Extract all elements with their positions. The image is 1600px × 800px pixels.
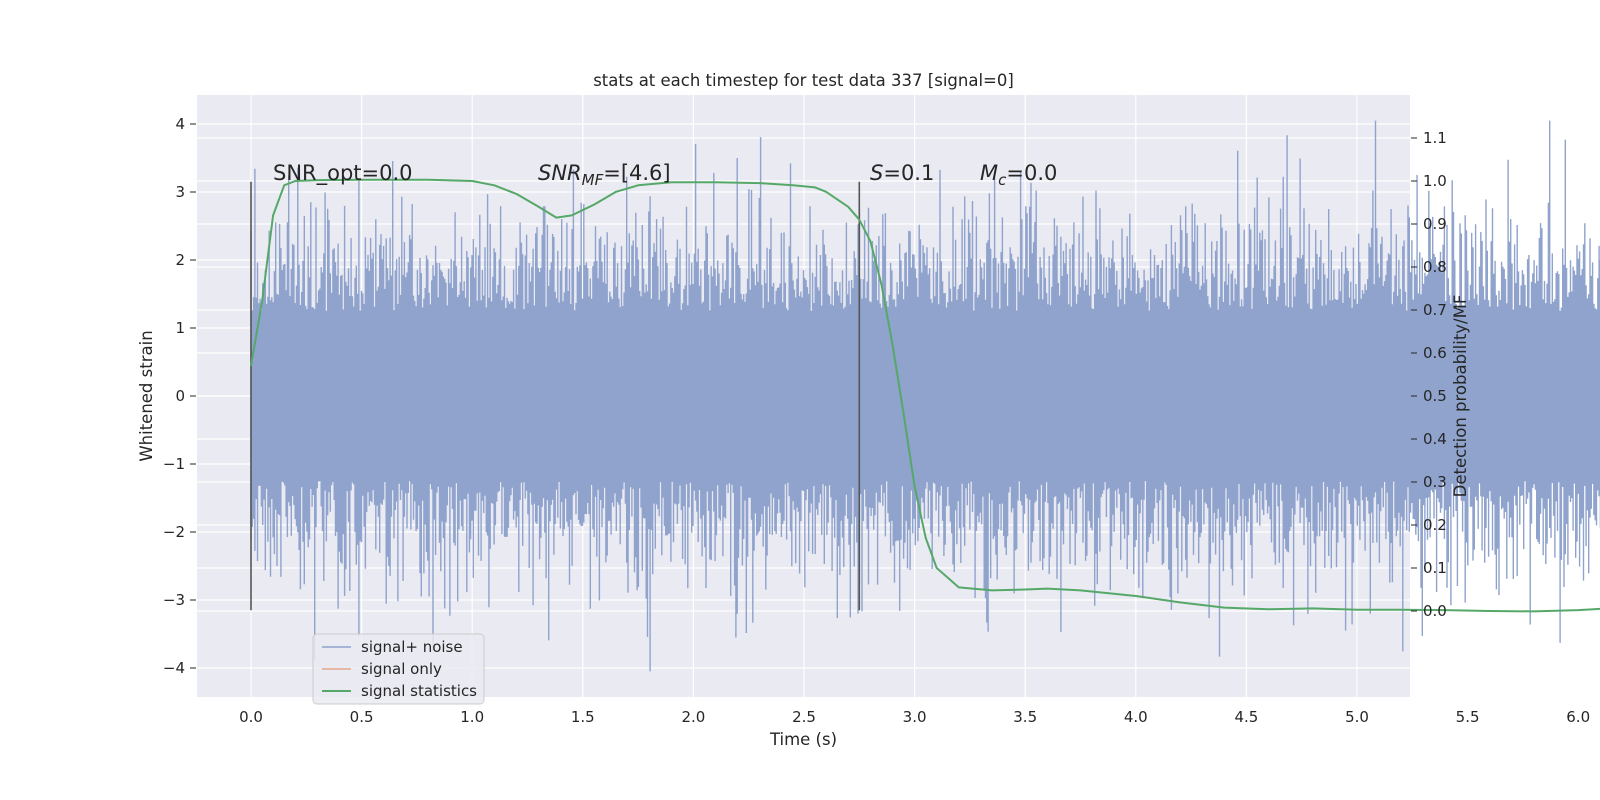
x-tick-label: 1.0 [460, 708, 484, 726]
snr-opt-annotation: SNR_opt=0.0 [273, 161, 413, 186]
y-right-tick-label: 0.1 [1423, 559, 1447, 577]
x-tick-label: 5.0 [1345, 708, 1369, 726]
x-tick-label: 2.0 [681, 708, 705, 726]
s-value: =0.1 [883, 161, 934, 185]
y-right-tick-label: 1.1 [1423, 129, 1447, 147]
chart-title: stats at each timestep for test data 337… [593, 71, 1014, 90]
y-tick-label: 2 [175, 251, 185, 269]
y-tick-label: 0 [175, 387, 185, 405]
x-tick-label: 5.5 [1456, 708, 1480, 726]
legend-label-signal-only: signal only [361, 660, 442, 678]
snr-mf-value: =[4.6] [603, 161, 670, 185]
y-tick-label: −3 [163, 591, 185, 609]
x-tick-label: 4.0 [1124, 708, 1148, 726]
mc-symbol: M [980, 161, 998, 185]
y-right-axis-title: Detection probability/MF [1451, 295, 1470, 498]
x-tick-label: 3.5 [1013, 708, 1037, 726]
y-tick-label: −4 [163, 659, 185, 677]
y-right-tick-label: 0.8 [1423, 258, 1447, 276]
y-right-tick-label: 0.0 [1423, 602, 1447, 620]
y-right-tick-label: 0.6 [1423, 344, 1447, 362]
y-axis-title: Whitened strain [137, 330, 156, 461]
mc-annotation: Mc=0.0 [980, 161, 1057, 189]
y-right-tick-label: 0.9 [1423, 215, 1447, 233]
y-tick-label: 4 [175, 115, 185, 133]
x-tick-label: 2.5 [792, 708, 816, 726]
y-tick-label: 3 [175, 183, 185, 201]
mc-subscript: c [998, 171, 1007, 189]
legend: signal+ noise signal only signal statist… [312, 633, 485, 705]
signal-statistics-series [250, 178, 1600, 613]
snr-mf-annotation: SNRMF=[4.6] [538, 161, 671, 189]
x-tick-label: 0.5 [350, 708, 374, 726]
y-right-tick-label: 1.0 [1423, 172, 1447, 190]
y-tick-label: −1 [163, 455, 185, 473]
snr-mf-symbol: SNR [538, 161, 582, 185]
y-right-tick-label: 0.3 [1423, 473, 1447, 491]
mc-value: =0.0 [1006, 161, 1057, 185]
signal-statistics-line [250, 178, 1600, 613]
y-right-tick-label: 0.2 [1423, 516, 1447, 534]
y-right-tick-label: 0.5 [1423, 387, 1447, 405]
s-symbol: S [870, 161, 883, 185]
x-tick-label: 0.0 [239, 708, 263, 726]
legend-box [312, 633, 485, 705]
y-tick-label: −2 [163, 523, 185, 541]
y-tick-label: 1 [175, 319, 185, 337]
x-axis-title: Time (s) [769, 730, 837, 749]
x-tick-label: 3.0 [903, 708, 927, 726]
x-tick-label: 6.0 [1566, 708, 1590, 726]
legend-label-signal-noise: signal+ noise [361, 638, 463, 656]
snr-mf-subscript: MF [582, 171, 604, 189]
vertical-markers [250, 181, 861, 611]
s-annotation: S=0.1 [870, 161, 934, 185]
y-right-tick-label: 0.4 [1423, 430, 1447, 448]
x-tick-label: 4.5 [1234, 708, 1258, 726]
signal-noise-series [250, 120, 1600, 672]
y-right-tick-label: 0.7 [1423, 301, 1447, 319]
x-tick-label: 1.5 [571, 708, 595, 726]
legend-label-signal-statistics: signal statistics [361, 682, 477, 700]
tick-labels: 0.00.51.01.52.02.53.03.54.04.55.05.56.06… [163, 115, 1590, 726]
